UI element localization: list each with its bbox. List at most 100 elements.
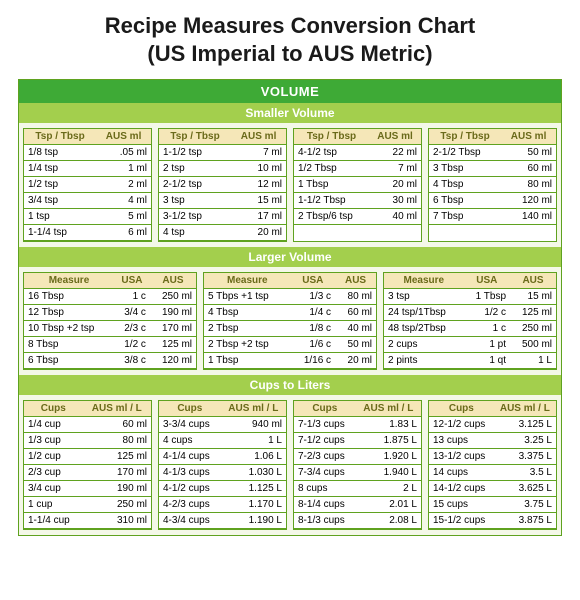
- table-cell: 5 Tbps +1 tsp: [204, 289, 291, 305]
- table-row: 4-3/4 cups1.190 L: [159, 513, 286, 529]
- table-row: 13-1/2 cups3.375 L: [429, 449, 556, 465]
- table-cell: 20 ml: [335, 353, 376, 369]
- conversion-table: CupsAUS ml / L3-3/4 cups940 ml4 cups1 L4…: [159, 401, 286, 529]
- section-sub-header: Larger Volume: [19, 247, 561, 267]
- section-sub-header: Cups to Liters: [19, 375, 561, 395]
- table-header-cell: Tsp / Tbsp: [159, 129, 231, 145]
- table-header-cell: Tsp / Tbsp: [429, 129, 501, 145]
- table-header-cell: AUS ml: [369, 129, 421, 145]
- table-cell: 170 ml: [83, 465, 151, 481]
- table-row: 3 Tbsp60 ml: [429, 161, 556, 177]
- table-cell: 120 ml: [150, 353, 196, 369]
- table-row: 4 tsp20 ml: [159, 225, 286, 241]
- table-cell: 7-3/4 cups: [294, 465, 356, 481]
- table-row: 1 Tbsp1/16 c20 ml: [204, 353, 376, 369]
- table-cell: 10 ml: [231, 161, 286, 177]
- table-row: 1/2 cup125 ml: [24, 449, 151, 465]
- table-cell: 1 cup: [24, 497, 83, 513]
- table-cell: 40 ml: [369, 209, 421, 225]
- conversion-table: CupsAUS ml / L1/4 cup60 ml1/3 cup80 ml1/…: [24, 401, 151, 529]
- table-row: 7-1/2 cups1.875 L: [294, 433, 421, 449]
- table-row: 2 Tbsp1/8 c40 ml: [204, 321, 376, 337]
- table-row: 16 Tbsp1 c250 ml: [24, 289, 196, 305]
- table-cell: 120 ml: [501, 193, 556, 209]
- table-cell: 1/4 cup: [24, 417, 83, 433]
- table-cell: 1/2 c: [114, 337, 150, 353]
- table-row: 8-1/3 cups2.08 L: [294, 513, 421, 529]
- table-row: 2 Tbsp/6 tsp40 ml: [294, 209, 421, 225]
- table-row: 2 pints1 qt1 L: [384, 353, 556, 369]
- table-header-cell: AUS: [150, 273, 196, 289]
- table-cell: 170 ml: [150, 321, 196, 337]
- table-cell: 2.01 L: [356, 497, 421, 513]
- table-header-cell: AUS ml / L: [356, 401, 421, 417]
- table-cell: 125 ml: [83, 449, 151, 465]
- table-cell: 4-1/2 cups: [159, 481, 221, 497]
- table-row: 4-1/3 cups1.030 L: [159, 465, 286, 481]
- table-cell: 20 ml: [369, 177, 421, 193]
- table-cell: 1.920 L: [356, 449, 421, 465]
- table-cell: 3/4 tsp: [24, 193, 96, 209]
- tables-row: MeasureUSAAUS16 Tbsp1 c250 ml12 Tbsp3/4 …: [19, 267, 561, 375]
- table-cell: 17 ml: [231, 209, 286, 225]
- table-cell: 3.375 L: [494, 449, 556, 465]
- chart-body: VOLUMESmaller VolumeTsp / TbspAUS ml1/8 …: [18, 79, 562, 536]
- table-cell: 1/3 cup: [24, 433, 83, 449]
- table-row: 1-1/2 tsp7 ml: [159, 145, 286, 161]
- table-row: 3 tsp1 Tbsp15 ml: [384, 289, 556, 305]
- table-header-cell: USA: [464, 273, 510, 289]
- table-row: 1-1/2 Tbsp30 ml: [294, 193, 421, 209]
- table-cell: 80 ml: [83, 433, 151, 449]
- table-cell: 7 Tbsp: [429, 209, 501, 225]
- table-header-cell: Measure: [384, 273, 464, 289]
- table-cell: 2 Tbsp/6 tsp: [294, 209, 369, 225]
- table-cell: 14-1/2 cups: [429, 481, 494, 497]
- table-row: 48 tsp/2Tbsp1 c250 ml: [384, 321, 556, 337]
- table-cell: 1 Tbsp: [464, 289, 510, 305]
- table-cell: 3/4 cup: [24, 481, 83, 497]
- table-cell: 7 ml: [369, 161, 421, 177]
- table-row: 2-1/2 tsp12 ml: [159, 177, 286, 193]
- tables-row: CupsAUS ml / L1/4 cup60 ml1/3 cup80 ml1/…: [19, 395, 561, 535]
- table-cell: 2 ml: [96, 177, 151, 193]
- table-header-cell: AUS ml / L: [83, 401, 151, 417]
- table-row: 2/3 cup170 ml: [24, 465, 151, 481]
- table-header-cell: Tsp / Tbsp: [24, 129, 96, 145]
- table-cell: 3.875 L: [494, 513, 556, 529]
- table-header-cell: AUS ml / L: [494, 401, 556, 417]
- table-cell: 5 ml: [96, 209, 151, 225]
- table-cell: 13-1/2 cups: [429, 449, 494, 465]
- table-cell: 8 Tbsp: [24, 337, 114, 353]
- table-row: 1/4 tsp1 ml: [24, 161, 151, 177]
- table-cell: 12 ml: [231, 177, 286, 193]
- table-row: 1 Tbsp20 ml: [294, 177, 421, 193]
- table-cell: 2-1/2 tsp: [159, 177, 231, 193]
- table-cell: 1.030 L: [221, 465, 286, 481]
- table-wrap: Tsp / TbspAUS ml4-1/2 tsp22 ml1/2 Tbsp7 …: [293, 128, 422, 242]
- table-cell: 50 ml: [335, 337, 376, 353]
- table-wrap: CupsAUS ml / L7-1/3 cups1.83 L7-1/2 cups…: [293, 400, 422, 530]
- table-header-cell: AUS ml / L: [221, 401, 286, 417]
- table-cell: 1.940 L: [356, 465, 421, 481]
- table-cell: 12 Tbsp: [24, 305, 114, 321]
- table-cell: 190 ml: [83, 481, 151, 497]
- section: VOLUMESmaller VolumeTsp / TbspAUS ml1/8 …: [18, 79, 562, 536]
- table-cell: .05 ml: [96, 145, 151, 161]
- table-row: 1/8 tsp.05 ml: [24, 145, 151, 161]
- table-row: 15-1/2 cups3.875 L: [429, 513, 556, 529]
- table-cell: 1-1/4 tsp: [24, 225, 96, 241]
- table-cell: 1.83 L: [356, 417, 421, 433]
- table-wrap: Tsp / TbspAUS ml1/8 tsp.05 ml1/4 tsp1 ml…: [23, 128, 152, 242]
- table-cell: 7 ml: [231, 145, 286, 161]
- table-row: 4 Tbsp80 ml: [429, 177, 556, 193]
- conversion-table: Tsp / TbspAUS ml2-1/2 Tbsp50 ml3 Tbsp60 …: [429, 129, 556, 225]
- table-row: 4-1/2 cups1.125 L: [159, 481, 286, 497]
- chart-title: Recipe Measures Conversion Chart (US Imp…: [18, 12, 562, 67]
- table-row: 7 Tbsp140 ml: [429, 209, 556, 225]
- table-cell: 3-1/2 tsp: [159, 209, 231, 225]
- table-row: 6 Tbsp120 ml: [429, 193, 556, 209]
- table-cell: 13 cups: [429, 433, 494, 449]
- table-cell: 2 tsp: [159, 161, 231, 177]
- table-row: 5 Tbps +1 tsp1/3 c80 ml: [204, 289, 376, 305]
- table-cell: 3 tsp: [159, 193, 231, 209]
